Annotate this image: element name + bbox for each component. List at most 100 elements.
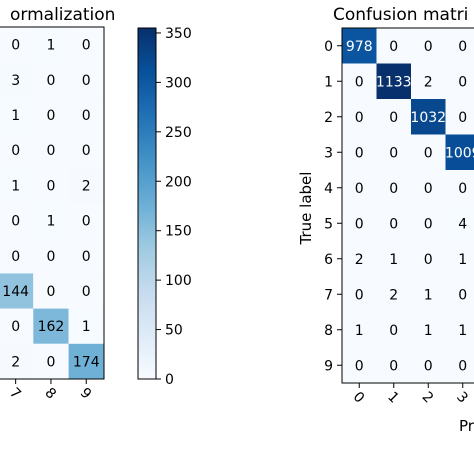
cell-value: 0 xyxy=(46,73,55,89)
colorbar-tick-label: 350 xyxy=(165,26,192,42)
cell-value: 4 xyxy=(458,216,467,232)
cell-value: 0 xyxy=(46,178,55,194)
cell-value: 0 xyxy=(82,108,91,124)
x-tick-label: 0 xyxy=(350,389,368,407)
cell-value: 0 xyxy=(389,181,398,197)
cell-value: 0 xyxy=(82,143,91,159)
cell-value: 0 xyxy=(389,323,398,339)
matrix-cell xyxy=(68,203,104,239)
matrix-cell xyxy=(342,276,377,312)
matrix-cell xyxy=(342,99,377,135)
x-tick-label: 7 xyxy=(6,385,24,403)
matrix-cell xyxy=(376,28,411,64)
matrix-cell xyxy=(68,308,104,344)
matrix-cell xyxy=(68,62,104,98)
cell-value: 0 xyxy=(458,181,467,197)
matrix-cell xyxy=(0,97,34,133)
cell-value: 0 xyxy=(424,145,433,161)
cell-value: 0 xyxy=(458,358,467,374)
x-tick-label: 3 xyxy=(453,389,471,407)
right-y-ticks: 0 1 2 3 4 5 6 7 8 9 xyxy=(324,39,342,374)
right-chart-title: Confusion matri xyxy=(333,5,468,25)
cell-value: 162 xyxy=(38,319,65,335)
matrix-cell xyxy=(0,167,34,203)
cell-value: 0 xyxy=(458,110,467,126)
cell-value: 0 xyxy=(82,284,91,300)
matrix-cell xyxy=(411,276,446,312)
matrix-cell xyxy=(68,343,104,379)
colorbar: 0 50 100 150 200 250 300 350 xyxy=(137,26,192,388)
colorbar-ticks: 0 50 100 150 200 250 300 350 xyxy=(156,26,192,388)
matrix-cell xyxy=(376,134,411,170)
right-matrix-cells: 978 0 0 0 0 1133 2 0 0 0 1032 0 0 0 0 1009 0 0 0 0 0 0 0 4 2 1 0 1 0… xyxy=(342,28,474,383)
cell-value: 0 xyxy=(389,145,398,161)
y-tick-label: 4 xyxy=(324,181,333,197)
y-tick-label: 7 xyxy=(324,287,333,303)
matrix-cell xyxy=(411,63,446,99)
cell-value: 0 xyxy=(458,39,467,55)
matrix-cell xyxy=(342,170,377,206)
cell-value: 2 xyxy=(389,287,398,303)
matrix-cell xyxy=(445,99,474,135)
cell-value: 1032 xyxy=(410,110,446,126)
left-matrix-cells: 0 1 0 3 0 0 1 0 0 0 0 0 1 0 2 0 1 0 0 0 0 144 0 0 0 162 1 2 0 174 xyxy=(0,27,104,379)
matrix-cell xyxy=(445,170,474,206)
cell-value: 1 xyxy=(458,252,467,268)
y-tick-label: 8 xyxy=(324,323,333,339)
matrix-cell xyxy=(0,27,34,63)
cell-value: 174 xyxy=(73,354,100,370)
matrix-cell xyxy=(68,27,104,63)
cell-value: 978 xyxy=(346,39,373,55)
matrix-cell xyxy=(445,63,474,99)
matrix-cell xyxy=(68,97,104,133)
cell-value: 0 xyxy=(389,358,398,374)
matrix-cell xyxy=(342,241,377,277)
matrix-cell xyxy=(376,241,411,277)
cell-value: 0 xyxy=(424,216,433,232)
cell-value: 1 xyxy=(458,323,467,339)
cell-value: 0 xyxy=(46,108,55,124)
matrix-cell xyxy=(342,63,377,99)
matrix-cell xyxy=(342,312,377,348)
colorbar-tick-label: 300 xyxy=(165,75,192,91)
matrix-cell xyxy=(33,62,69,98)
cell-value: 1009 xyxy=(445,145,474,161)
cell-value: 2 xyxy=(82,178,91,194)
matrix-cell xyxy=(0,238,34,274)
colorbar-tick-label: 250 xyxy=(165,125,192,141)
cell-value: 0 xyxy=(424,358,433,374)
matrix-cell xyxy=(445,347,474,383)
left-chart-title: ormalization xyxy=(10,5,115,25)
cell-value: 0 xyxy=(389,216,398,232)
matrix-cell xyxy=(342,134,377,170)
cell-value: 1 xyxy=(82,319,91,335)
cell-value: 0 xyxy=(11,319,20,335)
matrix-cell xyxy=(411,170,446,206)
cell-value: 0 xyxy=(355,145,364,161)
colorbar-tick-label: 50 xyxy=(165,323,183,339)
cell-value: 1 xyxy=(11,178,20,194)
cell-value: 0 xyxy=(82,214,91,230)
cell-value: 1 xyxy=(46,38,55,54)
x-tick-label: 9 xyxy=(77,385,95,403)
cell-value: 0 xyxy=(82,249,91,265)
y-tick-label: 5 xyxy=(324,216,333,232)
matrix-cell xyxy=(411,312,446,348)
cell-value: 0 xyxy=(355,110,364,126)
cell-value: 2 xyxy=(11,354,20,370)
matrix-cell xyxy=(411,241,446,277)
cell-value: 3 xyxy=(11,73,20,89)
matrix-cell xyxy=(376,205,411,241)
matrix-cell xyxy=(445,205,474,241)
cell-value: 0 xyxy=(355,216,364,232)
cell-value: 0 xyxy=(424,252,433,268)
cell-value: 1 xyxy=(389,252,398,268)
matrix-cell xyxy=(445,134,474,170)
matrix-cell xyxy=(0,273,34,309)
matrix-cell xyxy=(376,347,411,383)
y-tick-label: 2 xyxy=(324,110,333,126)
